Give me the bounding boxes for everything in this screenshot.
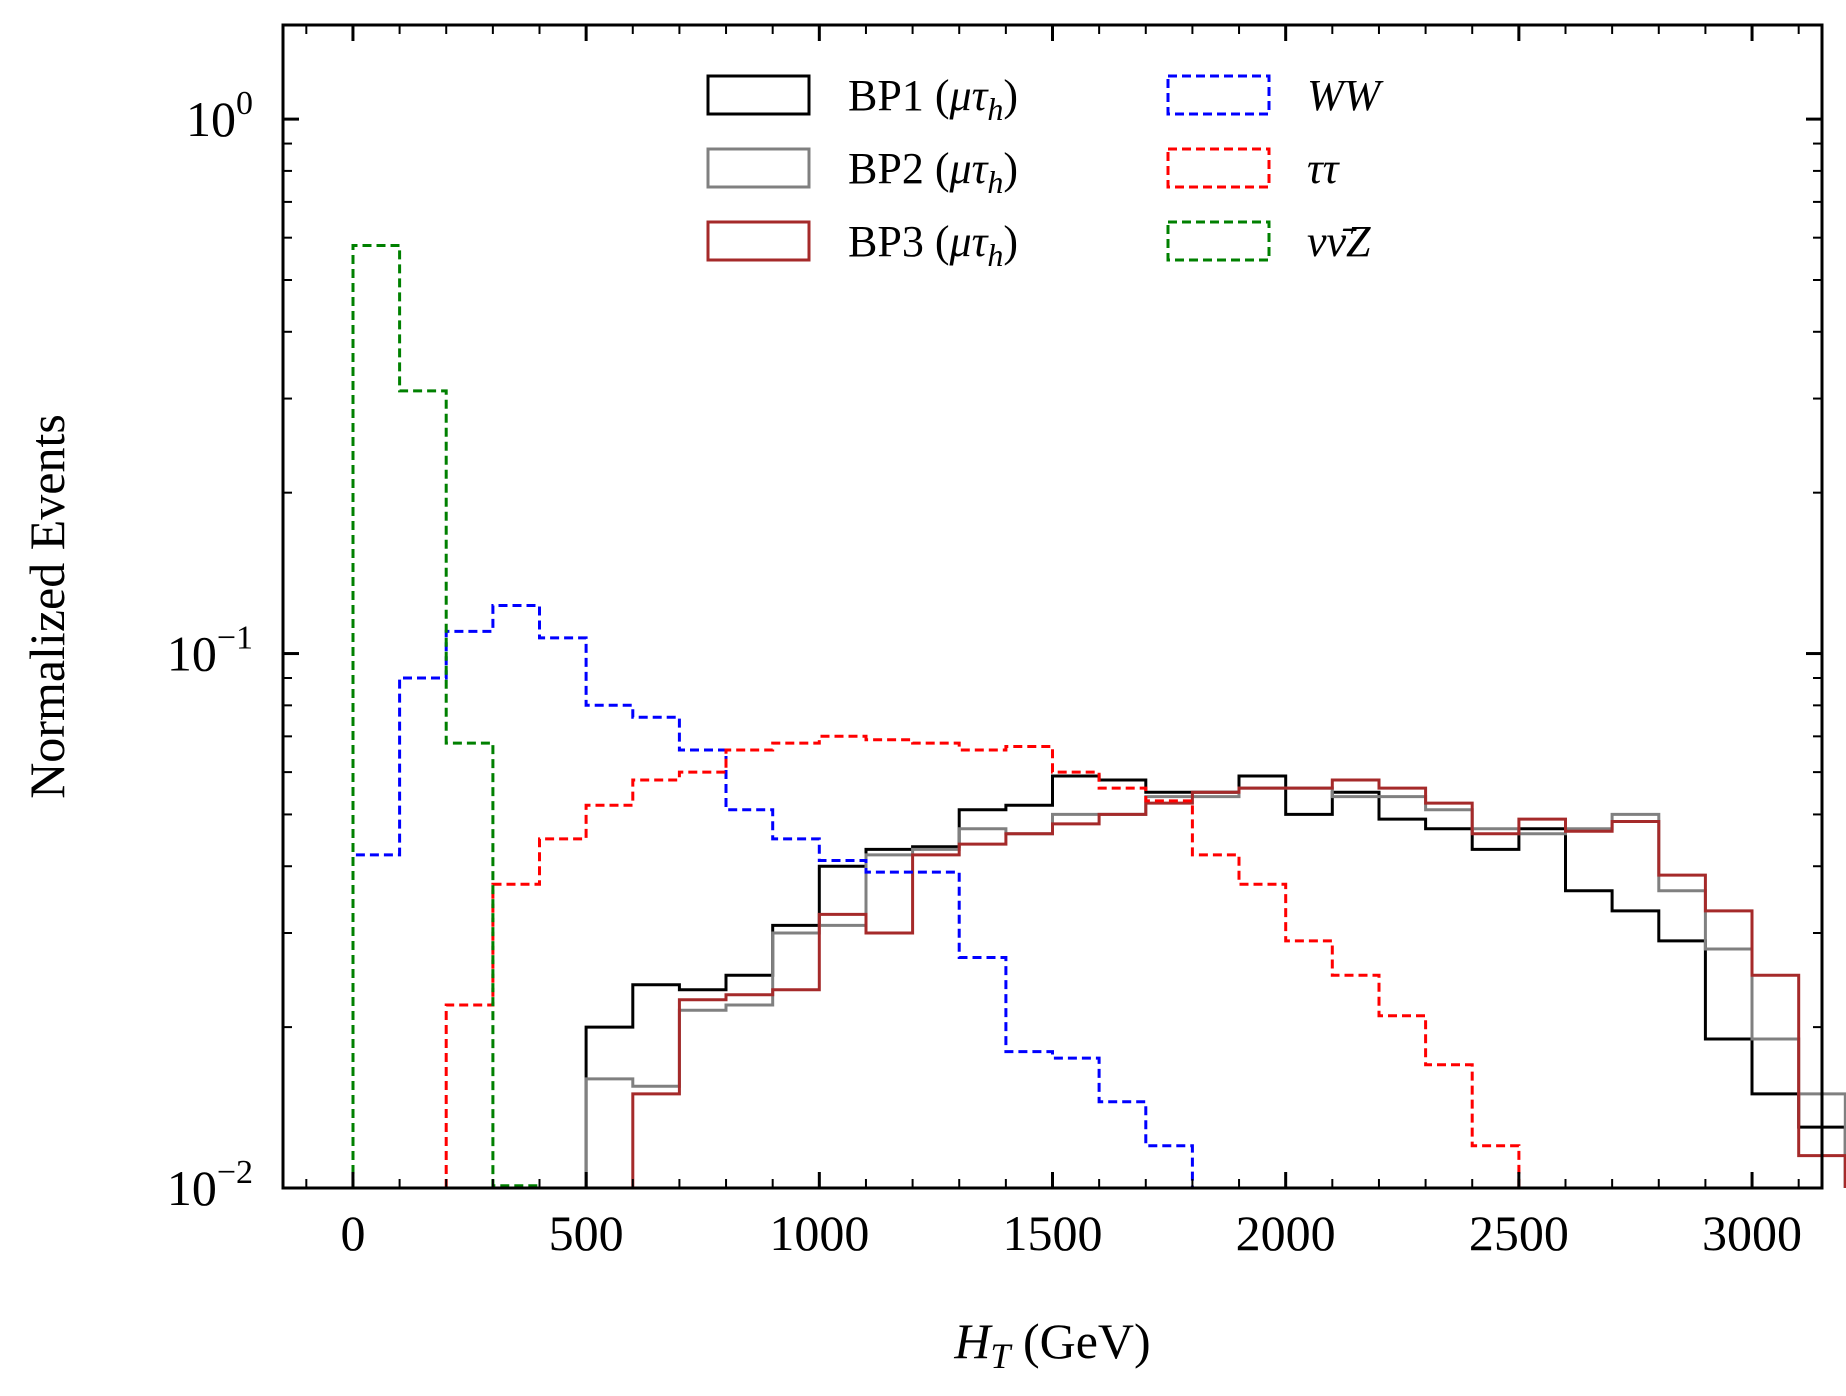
legend-swatch-1	[706, 74, 811, 116]
legend-label-3: BP3 (μτh)	[848, 217, 1018, 273]
series-line-3	[586, 778, 1846, 1190]
x-tick-label: 1000	[769, 1205, 869, 1261]
y-tick-label: 10−2	[167, 1154, 253, 1216]
legend-label-6: νν̄Z	[1307, 217, 1371, 266]
legend-swatch-6	[1166, 220, 1271, 262]
legend-label-2: BP2 (μτh)	[848, 144, 1018, 200]
legend-label-1: BP1 (μτh)	[848, 71, 1018, 127]
legend-label-5: ττ	[1307, 144, 1341, 193]
y-tick-label: 100	[186, 85, 253, 147]
y-tick-label: 10−1	[167, 620, 253, 682]
legend-swatch-4	[1166, 74, 1271, 116]
legend-label-4: WW	[1307, 71, 1384, 120]
series-layer	[351, 244, 1846, 1190]
legend: BP1 (μτh) BP2 (μτh) BP3 (μτh) WW ττ νν̄Z	[706, 71, 1384, 273]
series-line-4	[351, 604, 1194, 1188]
series-line-2	[584, 786, 1846, 1188]
legend-swatch-3	[706, 220, 811, 262]
x-tick-label: 2000	[1236, 1205, 1336, 1261]
tick-layer: 0 500 1000 1500 2000 2500 3000 100 10−1 10−2	[167, 25, 1822, 1261]
x-tick-label: 3000	[1702, 1205, 1802, 1261]
x-axis-title: HT (GeV)	[953, 1313, 1150, 1376]
x-tick-label: 500	[549, 1205, 624, 1261]
series-line-6	[351, 244, 541, 1188]
y-axis-title: Normalized Events	[19, 414, 75, 799]
series-line-5	[444, 734, 1521, 1188]
legend-swatch-5	[1166, 147, 1271, 189]
x-tick-label: 1500	[1003, 1205, 1103, 1261]
legend-swatch-2	[706, 147, 811, 189]
x-tick-label: 2500	[1469, 1205, 1569, 1261]
x-tick-label: 0	[340, 1205, 365, 1261]
